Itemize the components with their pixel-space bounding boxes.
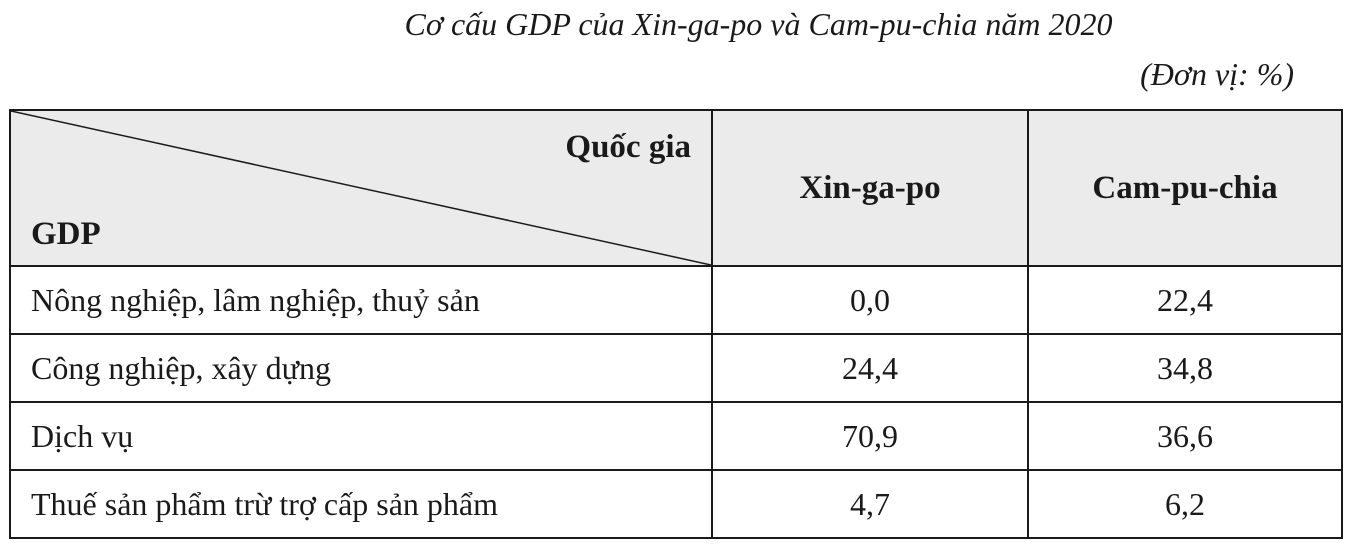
- unit-label: (Đơn vị: %): [1140, 56, 1294, 92]
- gdp-table: Quốc gia GDP Xin-ga-po Cam-pu-chia Nông …: [9, 109, 1343, 539]
- table-title: Cơ cấu GDP của Xin-ga-po và Cam-pu-chia …: [404, 6, 1113, 42]
- row-label: Thuế sản phẩm trừ trợ cấp sản phẩm: [9, 469, 713, 539]
- table-row: Công nghiệp, xây dựng 24,4 34,8: [9, 333, 1343, 403]
- table-row: Nông nghiệp, lâm nghiệp, thuỷ sản 0,0 22…: [9, 265, 1343, 335]
- singapore-value: 70,9: [711, 401, 1029, 471]
- corner-header-cell: Quốc gia GDP: [9, 109, 713, 267]
- header-row: Quốc gia GDP Xin-ga-po Cam-pu-chia: [9, 109, 1343, 267]
- singapore-value: 4,7: [711, 469, 1029, 539]
- diagonal-divider: [11, 111, 711, 265]
- singapore-value: 24,4: [711, 333, 1029, 403]
- table-row: Thuế sản phẩm trừ trợ cấp sản phẩm 4,7 6…: [9, 469, 1343, 539]
- column-header-singapore: Xin-ga-po: [711, 109, 1029, 267]
- table-row: Dịch vụ 70,9 36,6: [9, 401, 1343, 471]
- column-header-cambodia: Cam-pu-chia: [1027, 109, 1343, 267]
- cambodia-value: 6,2: [1027, 469, 1343, 539]
- corner-header-gdp-label: GDP: [31, 216, 101, 252]
- row-label: Nông nghiệp, lâm nghiệp, thuỷ sản: [9, 265, 713, 335]
- singapore-value: 0,0: [711, 265, 1029, 335]
- corner-header-country-label: Quốc gia: [565, 129, 691, 165]
- cambodia-value: 22,4: [1027, 265, 1343, 335]
- cambodia-value: 36,6: [1027, 401, 1343, 471]
- row-label: Công nghiệp, xây dựng: [9, 333, 713, 403]
- gdp-table-container: Quốc gia GDP Xin-ga-po Cam-pu-chia Nông …: [9, 109, 1343, 539]
- row-label: Dịch vụ: [9, 401, 713, 471]
- cambodia-value: 34,8: [1027, 333, 1343, 403]
